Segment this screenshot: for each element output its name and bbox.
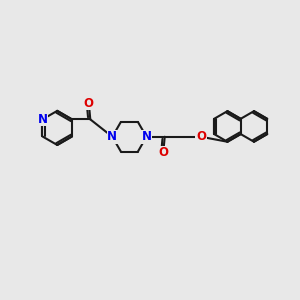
Text: N: N (107, 130, 117, 143)
Text: O: O (196, 130, 206, 143)
Text: N: N (142, 130, 152, 143)
Text: O: O (84, 97, 94, 110)
Text: O: O (158, 146, 168, 159)
Text: N: N (38, 113, 47, 126)
